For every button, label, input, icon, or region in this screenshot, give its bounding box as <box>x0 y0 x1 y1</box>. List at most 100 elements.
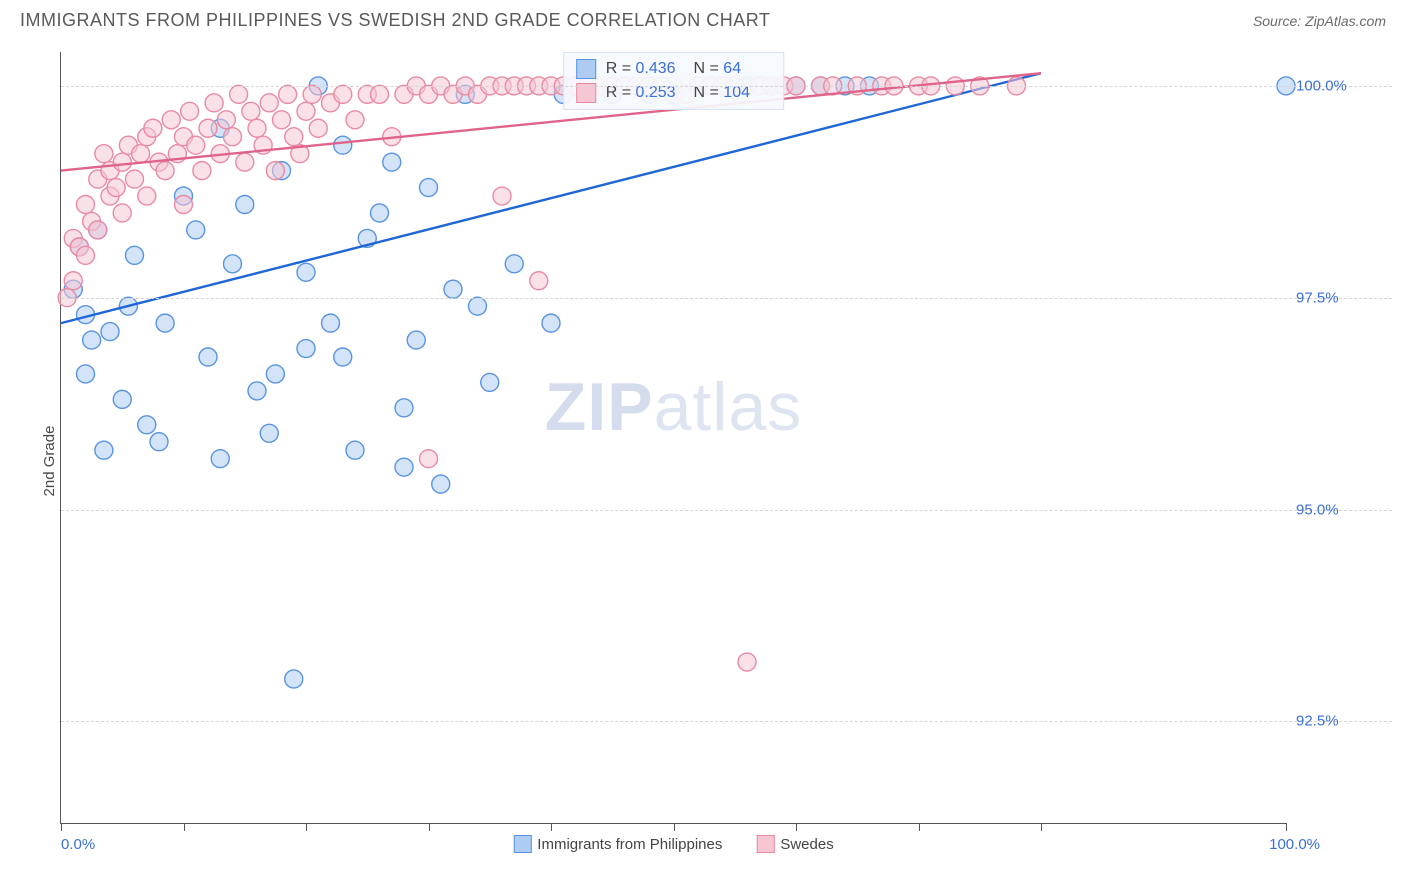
data-point-philippines <box>199 348 217 366</box>
data-point-philippines <box>224 255 242 273</box>
chart-svg <box>61 52 1286 823</box>
data-point-philippines <box>334 348 352 366</box>
data-point-philippines <box>371 204 389 222</box>
source-attribution: Source: ZipAtlas.com <box>1253 13 1386 29</box>
y-tick-label: 100.0% <box>1296 77 1386 94</box>
data-point-philippines <box>138 416 156 434</box>
data-point-philippines <box>542 314 560 332</box>
legend-swatch <box>756 835 774 853</box>
legend-label: Immigrants from Philippines <box>537 836 722 853</box>
data-point-philippines <box>432 475 450 493</box>
x-tick <box>61 823 62 831</box>
gridline <box>61 721 1392 722</box>
data-point-swedes <box>420 450 438 468</box>
data-point-swedes <box>217 111 235 129</box>
data-point-philippines <box>346 441 364 459</box>
data-point-swedes <box>113 204 131 222</box>
data-point-swedes <box>95 145 113 163</box>
data-point-swedes <box>205 94 223 112</box>
plot-area: ZIPatlas R = 0.436N = 64R = 0.253N = 104… <box>60 52 1286 824</box>
data-point-philippines <box>95 441 113 459</box>
x-tick <box>796 823 797 831</box>
data-point-swedes <box>162 111 180 129</box>
x-tick <box>1286 823 1287 831</box>
gridline <box>61 86 1392 87</box>
data-point-swedes <box>346 111 364 129</box>
data-point-philippines <box>187 221 205 239</box>
data-point-swedes <box>64 272 82 290</box>
data-point-swedes <box>248 119 266 137</box>
stats-n-value: 104 <box>723 81 771 105</box>
legend-item-philippines: Immigrants from Philippines <box>513 835 722 853</box>
data-point-philippines <box>156 314 174 332</box>
data-point-philippines <box>297 263 315 281</box>
y-tick-label: 95.0% <box>1296 501 1386 518</box>
data-point-swedes <box>266 162 284 180</box>
data-point-philippines <box>77 365 95 383</box>
data-point-swedes <box>224 128 242 146</box>
data-point-philippines <box>407 331 425 349</box>
data-point-swedes <box>334 85 352 103</box>
data-point-philippines <box>395 458 413 476</box>
data-point-swedes <box>187 136 205 154</box>
data-point-philippines <box>334 136 352 154</box>
data-point-swedes <box>144 119 162 137</box>
stats-n-value: 64 <box>723 57 771 81</box>
data-point-philippines <box>260 424 278 442</box>
stats-box: R = 0.436N = 64R = 0.253N = 104 <box>563 52 785 110</box>
data-point-swedes <box>138 187 156 205</box>
data-point-swedes <box>279 85 297 103</box>
x-tick-label-min: 0.0% <box>61 836 95 853</box>
data-point-swedes <box>309 119 327 137</box>
x-tick <box>674 823 675 831</box>
data-point-swedes <box>371 85 389 103</box>
stats-row-philippines: R = 0.436 N = 64 <box>576 57 772 81</box>
y-axis-title: 2nd Grade <box>41 426 58 497</box>
data-point-philippines <box>83 331 101 349</box>
data-point-swedes <box>260 94 278 112</box>
data-point-swedes <box>181 102 199 120</box>
data-point-swedes <box>199 119 217 137</box>
x-tick <box>551 823 552 831</box>
data-point-philippines <box>150 433 168 451</box>
x-tick <box>1041 823 1042 831</box>
gridline <box>61 298 1392 299</box>
data-point-swedes <box>107 179 125 197</box>
data-point-philippines <box>285 670 303 688</box>
data-point-swedes <box>132 145 150 163</box>
data-point-swedes <box>175 196 193 214</box>
trend-line-philippines <box>61 73 1041 323</box>
x-tick <box>184 823 185 831</box>
legend-label: Swedes <box>780 836 833 853</box>
data-point-swedes <box>89 221 107 239</box>
stats-n-label: N = 64 <box>694 57 772 81</box>
stats-r-label: R = 0.436 <box>606 57 684 81</box>
data-point-swedes <box>285 128 303 146</box>
data-point-swedes <box>303 85 321 103</box>
data-point-swedes <box>242 102 260 120</box>
legend-item-swedes: Swedes <box>756 835 833 853</box>
gridline <box>61 510 1392 511</box>
data-point-swedes <box>193 162 211 180</box>
data-point-philippines <box>126 246 144 264</box>
data-point-philippines <box>248 382 266 400</box>
data-point-swedes <box>738 653 756 671</box>
legend: Immigrants from Philippines Swedes <box>513 835 833 853</box>
x-tick <box>429 823 430 831</box>
data-point-philippines <box>444 280 462 298</box>
data-point-swedes <box>77 196 95 214</box>
data-point-philippines <box>469 297 487 315</box>
data-point-philippines <box>322 314 340 332</box>
data-point-swedes <box>230 85 248 103</box>
legend-swatch <box>513 835 531 853</box>
data-point-philippines <box>113 390 131 408</box>
data-point-swedes <box>113 153 131 171</box>
data-point-philippines <box>383 153 401 171</box>
y-tick-label: 92.5% <box>1296 713 1386 730</box>
stats-r-label: R = 0.253 <box>606 81 684 105</box>
data-point-philippines <box>481 373 499 391</box>
data-point-philippines <box>266 365 284 383</box>
data-point-philippines <box>211 450 229 468</box>
data-point-swedes <box>126 170 144 188</box>
stats-r-value: 0.253 <box>636 81 684 105</box>
